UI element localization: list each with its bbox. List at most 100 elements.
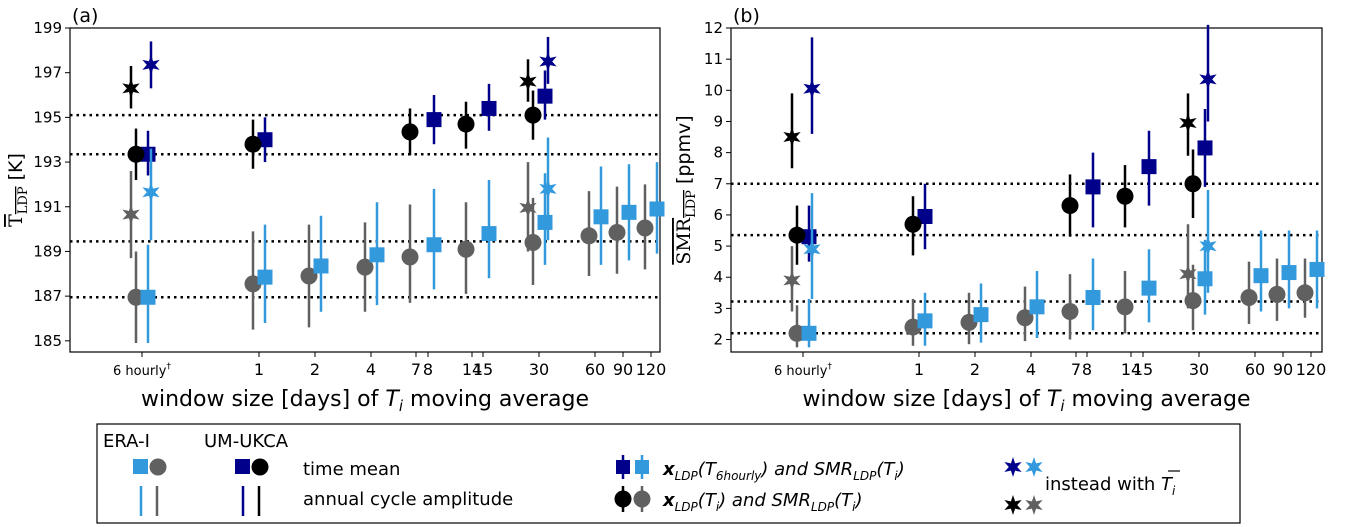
legend-square (616, 460, 630, 474)
panel-a: 185 187 189 191 193 195 197 199 6 hourly† 1 2 4 7 8 14… (5, 5, 666, 415)
data-point (1253, 268, 1269, 284)
data-point (1199, 236, 1217, 257)
panel-label: (b) (733, 5, 760, 27)
data-point (142, 54, 160, 75)
data-point (313, 258, 329, 274)
y-axis-label: SMRLDP [ppmv] (673, 115, 699, 264)
x-tick-label: 1 (914, 360, 924, 379)
data-point (140, 289, 156, 305)
x-tick-label: 6 hourly† (113, 362, 172, 379)
data-point (621, 204, 637, 220)
x-axis-label: window size [days] of Ti moving average (141, 387, 589, 415)
data-point (127, 145, 145, 163)
data-point (1029, 299, 1045, 315)
x-tick-label: 1 (254, 360, 264, 379)
data-point (356, 258, 374, 276)
y-tick-label: 2 (713, 331, 723, 349)
y-tick-label: 193 (33, 153, 62, 171)
data-point (917, 208, 933, 224)
data-point (580, 227, 598, 245)
data-point (1116, 298, 1134, 316)
plot-area (730, 27, 1323, 353)
x-tick-label: 4 (366, 360, 376, 379)
x-tick-label: 15 (473, 360, 493, 379)
data-point (537, 88, 553, 104)
data-point (917, 313, 933, 329)
x-tick-label: 30 (529, 360, 549, 379)
data-point (593, 209, 609, 225)
x-tick-label: 8 (423, 360, 433, 379)
data-point (1179, 113, 1197, 134)
y-tick-label: 197 (33, 64, 62, 82)
legend-square (635, 460, 649, 474)
data-point (801, 325, 817, 341)
data-point (127, 288, 145, 306)
data-point (788, 324, 806, 342)
data-point (519, 71, 537, 92)
y-tick-label: 12 (704, 19, 723, 37)
data-point (457, 115, 475, 133)
x-tick-label: 60 (585, 360, 605, 379)
data-point (401, 248, 419, 266)
data-point (142, 182, 160, 203)
data-point (1085, 179, 1101, 195)
data-point (539, 178, 557, 199)
legend-star (1004, 495, 1022, 515)
x-tick-label: 30 (1189, 360, 1209, 379)
legend-um-circle (251, 458, 269, 476)
data-point (244, 135, 262, 153)
legend-markers (133, 455, 1043, 516)
y-tick-label: 187 (33, 287, 62, 305)
data-point (122, 204, 140, 225)
data-point (1281, 265, 1297, 281)
data-point (1016, 309, 1034, 327)
x-tick-label: 7 (411, 360, 421, 379)
data-point (1184, 175, 1202, 193)
data-point (1179, 264, 1197, 285)
data-point (1141, 159, 1157, 175)
y-tick-label: 8 (713, 144, 723, 162)
data-point (369, 247, 385, 263)
legend-frame (96, 423, 1241, 524)
legend-star (1025, 495, 1043, 515)
legend-star (1004, 457, 1022, 477)
data-point (904, 318, 922, 336)
data-point (401, 123, 419, 141)
data-point (803, 78, 821, 99)
legend-circle (614, 490, 632, 508)
x-tick-label: 2 (970, 360, 980, 379)
legend-x-ti: xLDP(Ti) and SMRLDP(Ti) (662, 490, 863, 514)
legend-um-square (235, 459, 250, 474)
data-point (960, 313, 978, 331)
data-point (1240, 288, 1258, 306)
data-point (257, 269, 273, 285)
panel-label: (a) (72, 5, 98, 27)
legend: ERA-I UM-UKCA time mean annual cycle amp… (96, 423, 1241, 524)
legend-star (1025, 457, 1043, 477)
y-tick-label: 195 (33, 108, 62, 126)
data-point (1197, 271, 1213, 287)
x-tick-label: 90 (1273, 360, 1293, 379)
legend-circle (633, 490, 651, 508)
y-tick-label: 185 (33, 332, 62, 350)
x-tick-label: 90 (613, 360, 633, 379)
data-point (649, 201, 665, 217)
legend-era-square (133, 459, 148, 474)
legend-x-6hourly: xLDP(T6hourly) and SMRLDP(Ti) (662, 459, 905, 483)
data-point (1197, 140, 1213, 156)
data-point (481, 226, 497, 242)
data-point (1061, 303, 1079, 320)
x-tick-label: 120 (1296, 360, 1327, 379)
x-tick-label: 60 (1245, 360, 1265, 379)
y-tick-label: 6 (713, 206, 723, 224)
data-point (973, 307, 989, 323)
data-point (788, 226, 806, 244)
y-tick-label: 199 (33, 19, 62, 37)
x-tick-label: 4 (1026, 360, 1036, 379)
data-point (636, 219, 654, 237)
legend-annual-cycle: annual cycle amplitude (303, 489, 513, 510)
x-tick-label: 8 (1082, 360, 1092, 379)
data-point (457, 240, 475, 258)
